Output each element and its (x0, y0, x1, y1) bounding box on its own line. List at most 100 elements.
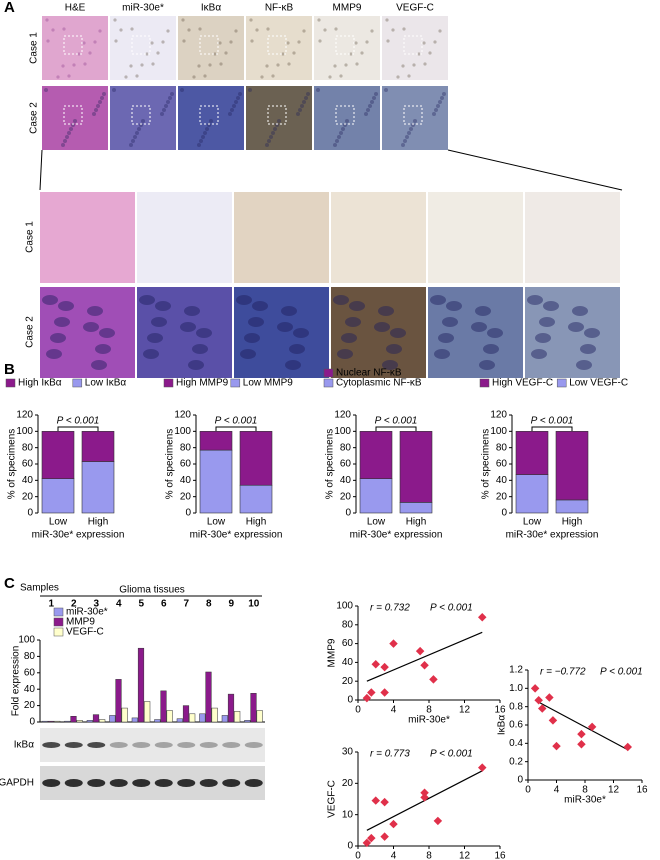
point (530, 684, 540, 693)
nucleus (487, 328, 503, 338)
x-tick-label: 12 (608, 785, 620, 796)
texture (67, 131, 71, 135)
texture (209, 119, 213, 123)
y-tick-label: 40 (340, 475, 352, 486)
nucleus (139, 295, 155, 305)
nucleus (543, 301, 559, 311)
zoom-micrograph (428, 192, 523, 283)
p-value: P < 0.001 (215, 416, 258, 427)
nucleus (54, 317, 70, 327)
p-value: P < 0.001 (375, 416, 418, 427)
texture (306, 92, 310, 96)
texture (113, 18, 117, 22)
point (415, 646, 425, 656)
bar (144, 701, 151, 723)
texture (61, 64, 65, 68)
texture (73, 119, 77, 123)
texture (402, 27, 406, 31)
texture (56, 75, 60, 79)
texture (365, 40, 369, 44)
point (380, 832, 389, 841)
x-tick-label: 8 (426, 705, 432, 716)
texture (335, 139, 339, 143)
nucleus (539, 317, 555, 327)
bar (137, 647, 145, 723)
texture (131, 139, 135, 143)
texture (219, 62, 223, 66)
bar (115, 679, 122, 723)
texture (271, 131, 275, 135)
point (552, 741, 561, 751)
nucleus (293, 328, 309, 338)
texture (316, 88, 320, 92)
texture (170, 92, 174, 96)
x-tick-label: 12 (459, 705, 471, 716)
bar (221, 715, 228, 723)
annotation: r = 0.773 (370, 749, 410, 760)
nucleus (378, 306, 394, 316)
point (380, 662, 389, 672)
texture (234, 29, 238, 33)
zoom-micrograph (137, 192, 232, 283)
sample-number: 6 (161, 599, 167, 610)
x-tick-label: Low (49, 517, 68, 528)
texture (164, 104, 168, 108)
point (367, 833, 376, 843)
point (380, 688, 389, 697)
texture (65, 135, 69, 139)
nucleus (46, 349, 62, 359)
nucleus (479, 360, 495, 370)
nucleus (374, 322, 390, 332)
texture (45, 18, 49, 22)
x-tick-label: 16 (636, 785, 648, 796)
y-tick-label: 40 (342, 657, 354, 668)
texture (386, 39, 390, 43)
bar-segment (515, 474, 549, 514)
blot-band (132, 779, 151, 787)
micrograph (382, 86, 448, 150)
texture (88, 51, 92, 55)
texture (238, 92, 242, 96)
sample-number: 4 (116, 599, 122, 610)
bar-segment (41, 478, 75, 514)
x-tick-label: Low (523, 517, 542, 528)
texture (61, 143, 65, 147)
texture (391, 28, 395, 32)
texture (339, 74, 343, 78)
texture (166, 29, 170, 33)
texture (413, 119, 417, 123)
texture (162, 108, 166, 112)
bar-segment (41, 431, 75, 480)
nucleus (584, 328, 600, 338)
texture (93, 40, 97, 44)
texture (181, 18, 185, 22)
trendline (366, 631, 483, 682)
nucleus (277, 322, 293, 332)
blot-band (132, 742, 151, 748)
y-axis-label: % of specimens (481, 429, 492, 500)
y-axis-label: Fold expression (11, 646, 22, 717)
legend-swatch (479, 378, 490, 388)
point (362, 838, 372, 848)
inset-box (403, 105, 423, 125)
texture (433, 40, 437, 44)
y-tick-label: 40 (24, 684, 36, 695)
texture (368, 104, 372, 108)
inset-box (63, 35, 83, 55)
nucleus (240, 349, 256, 359)
y-tick-label: 10 (342, 809, 354, 820)
y-tick-label: 0.8 (509, 701, 523, 712)
significance-bracket (375, 426, 417, 431)
texture (374, 92, 378, 96)
x-tick-label: High (246, 517, 267, 528)
texture (102, 92, 106, 96)
texture (442, 92, 446, 96)
y-axis-label: IκBα (497, 715, 508, 735)
bar (250, 693, 257, 723)
texture (234, 100, 238, 104)
nucleus (438, 333, 454, 343)
texture (133, 135, 137, 139)
nucleus (252, 301, 268, 311)
micrograph (178, 86, 244, 150)
texture (229, 40, 233, 44)
